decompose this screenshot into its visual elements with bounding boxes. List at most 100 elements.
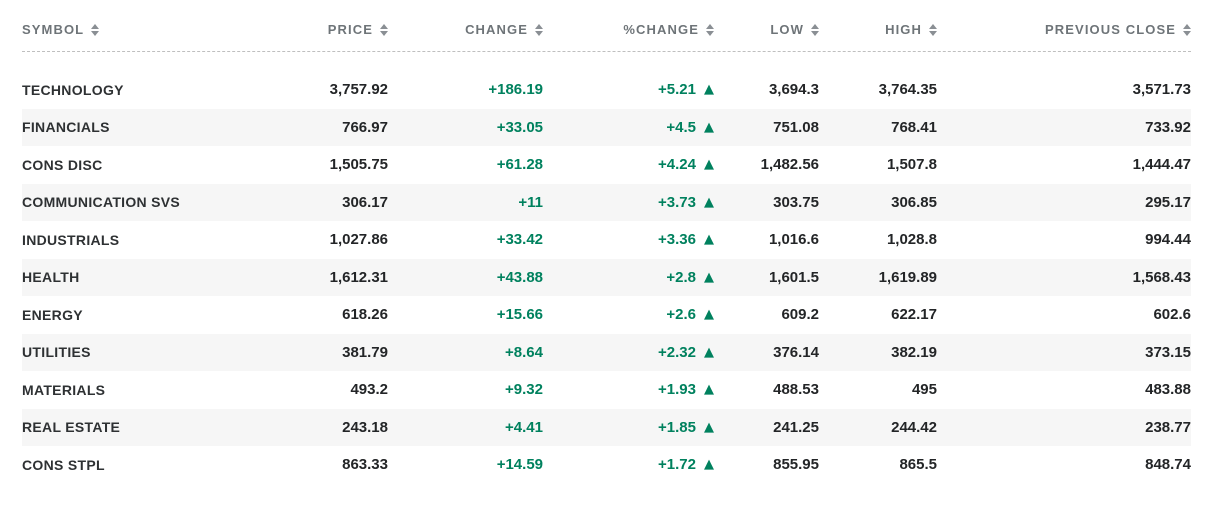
- high-value: 244.42: [891, 418, 937, 436]
- pct-change-value: +2.6 ▲: [543, 306, 714, 323]
- change-value: +11: [518, 193, 543, 211]
- pct-change-value: +4.5 ▲: [543, 119, 714, 136]
- low-value: 1,482.56: [760, 156, 819, 174]
- pct-change-number: +1.85: [658, 418, 696, 436]
- sector-symbol: TECHNOLOGY: [22, 81, 124, 98]
- price-value: 493.2: [350, 381, 388, 399]
- low-value: 855.95: [773, 456, 819, 474]
- pct-change-value: +2.32 ▲: [543, 344, 714, 361]
- price-value: 243.18: [342, 418, 388, 436]
- table-row[interactable]: MATERIALS 493.2 +9.32 +1.93 ▲ 488.53 495…: [22, 371, 1191, 409]
- price-value: 306.17: [342, 193, 388, 211]
- previous-close-value: 373.15: [1145, 343, 1191, 361]
- high-value: 306.85: [891, 193, 937, 211]
- pct-change-number: +3.73: [658, 193, 696, 211]
- price-value: 3,757.92: [329, 81, 388, 99]
- high-value: 1,507.8: [886, 156, 937, 174]
- change-value: +8.64: [505, 343, 543, 361]
- column-header-label: LOW: [770, 22, 804, 37]
- price-value: 766.97: [342, 118, 388, 136]
- pct-change-value: +1.72 ▲: [543, 456, 714, 473]
- high-value: 382.19: [891, 343, 937, 361]
- column-header-label: PREVIOUS CLOSE: [1045, 22, 1176, 37]
- column-header-symbol[interactable]: SYMBOL: [22, 22, 280, 37]
- price-value: 381.79: [342, 343, 388, 361]
- pct-change-value: +5.21 ▲: [543, 81, 714, 98]
- pct-change-number: +4.5: [666, 118, 696, 136]
- price-value: 1,505.75: [329, 156, 388, 174]
- column-header-price[interactable]: PRICE: [280, 22, 388, 37]
- column-header-change[interactable]: CHANGE: [388, 22, 543, 37]
- table-body: TECHNOLOGY 3,757.92 +186.19 +5.21 ▲ 3,69…: [22, 71, 1191, 484]
- up-triangle-icon: ▲: [704, 119, 714, 135]
- sector-symbol: CONS DISC: [22, 156, 103, 173]
- up-triangle-icon: ▲: [704, 269, 714, 285]
- low-value: 241.25: [773, 418, 819, 436]
- sector-symbol: CONS STPL: [22, 456, 105, 473]
- table-row[interactable]: ENERGY 618.26 +15.66 +2.6 ▲ 609.2 622.17…: [22, 296, 1191, 334]
- sort-icon: [929, 23, 937, 36]
- table-row[interactable]: TECHNOLOGY 3,757.92 +186.19 +5.21 ▲ 3,69…: [22, 71, 1191, 109]
- sector-symbol: HEALTH: [22, 269, 80, 286]
- column-header-previous-close[interactable]: PREVIOUS CLOSE: [937, 22, 1191, 37]
- change-value: +61.28: [496, 156, 543, 174]
- previous-close-value: 733.92: [1145, 118, 1191, 136]
- high-value: 768.41: [891, 118, 937, 136]
- table-row[interactable]: INDUSTRIALS 1,027.86 +33.42 +3.36 ▲ 1,01…: [22, 221, 1191, 259]
- sort-icon: [91, 23, 100, 36]
- sector-symbol: INDUSTRIALS: [22, 231, 120, 248]
- pct-change-value: +3.73 ▲: [543, 194, 714, 211]
- pct-change-value: +4.24 ▲: [543, 156, 714, 173]
- table-row[interactable]: CONS STPL 863.33 +14.59 +1.72 ▲ 855.95 8…: [22, 446, 1191, 484]
- high-value: 495: [911, 381, 937, 399]
- change-value: +186.19: [488, 81, 543, 99]
- sort-icon: [706, 23, 714, 36]
- previous-close-value: 1,444.47: [1132, 156, 1191, 174]
- sector-symbol: UTILITIES: [22, 344, 91, 361]
- table-row[interactable]: HEALTH 1,612.31 +43.88 +2.8 ▲ 1,601.5 1,…: [22, 258, 1191, 296]
- high-value: 865.5: [899, 456, 937, 474]
- price-value: 1,612.31: [329, 268, 388, 286]
- low-value: 376.14: [773, 343, 819, 361]
- table-row[interactable]: CONS DISC 1,505.75 +61.28 +4.24 ▲ 1,482.…: [22, 146, 1191, 184]
- low-value: 609.2: [781, 306, 819, 324]
- column-header-label: SYMBOL: [22, 22, 85, 37]
- change-value: +33.42: [496, 231, 543, 249]
- sector-symbol: REAL ESTATE: [22, 419, 121, 436]
- pct-change-value: +1.85 ▲: [543, 419, 714, 436]
- pct-change-number: +1.93: [658, 381, 696, 399]
- high-value: 3,764.35: [878, 81, 937, 99]
- low-value: 3,694.3: [768, 81, 819, 99]
- table-row[interactable]: UTILITIES 381.79 +8.64 +2.32 ▲ 376.14 38…: [22, 333, 1191, 371]
- table-row[interactable]: REAL ESTATE 243.18 +4.41 +1.85 ▲ 241.25 …: [22, 408, 1191, 446]
- table-row[interactable]: FINANCIALS 766.97 +33.05 +4.5 ▲ 751.08 7…: [22, 108, 1191, 146]
- up-triangle-icon: ▲: [704, 82, 714, 98]
- table-row[interactable]: COMMUNICATION SVS 306.17 +11 +3.73 ▲ 303…: [22, 183, 1191, 221]
- up-triangle-icon: ▲: [704, 457, 714, 473]
- pct-change-number: +5.21: [658, 81, 696, 99]
- column-header-pct-change[interactable]: %CHANGE: [543, 22, 714, 37]
- pct-change-number: +3.36: [658, 231, 696, 249]
- sort-icon: [1183, 23, 1191, 36]
- column-header-label: %CHANGE: [623, 22, 699, 37]
- up-triangle-icon: ▲: [704, 419, 714, 435]
- high-value: 1,028.8: [886, 231, 937, 249]
- low-value: 1,601.5: [768, 268, 819, 286]
- sector-symbol: FINANCIALS: [22, 119, 110, 136]
- change-value: +33.05: [496, 118, 543, 136]
- change-value: +9.32: [505, 381, 543, 399]
- price-value: 863.33: [342, 456, 388, 474]
- pct-change-number: +1.72: [658, 456, 696, 474]
- sector-symbol: COMMUNICATION SVS: [22, 194, 181, 211]
- sort-icon: [811, 23, 819, 36]
- up-triangle-icon: ▲: [704, 232, 714, 248]
- change-value: +43.88: [496, 268, 543, 286]
- price-value: 1,027.86: [329, 231, 388, 249]
- column-header-low[interactable]: LOW: [714, 22, 819, 37]
- column-header-high[interactable]: HIGH: [819, 22, 937, 37]
- change-value: +4.41: [505, 418, 543, 436]
- column-header-label: PRICE: [327, 22, 373, 37]
- previous-close-value: 994.44: [1145, 231, 1191, 249]
- pct-change-number: +2.32: [658, 343, 696, 361]
